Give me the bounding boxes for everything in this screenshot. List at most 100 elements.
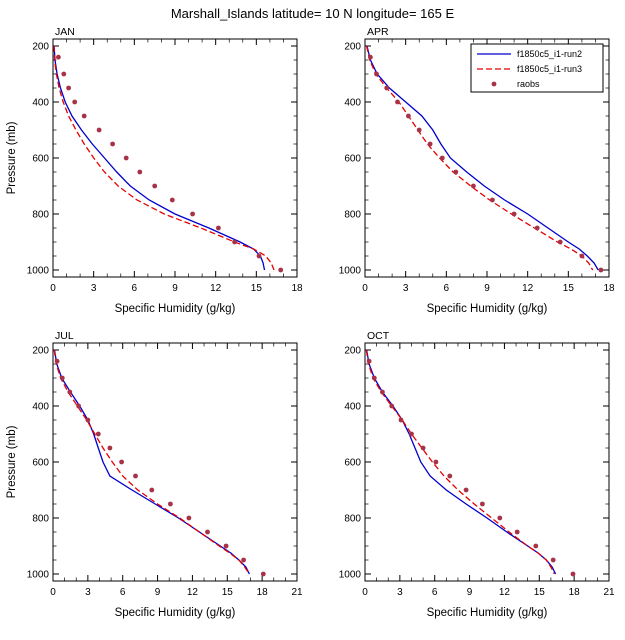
panel-label: JUL <box>55 330 74 342</box>
series-raobs-marker <box>398 417 404 423</box>
series-raobs-marker <box>66 85 71 91</box>
y-tick-label: 1000 <box>339 570 362 581</box>
series-raobs-marker <box>260 571 266 577</box>
series-raobs-marker <box>395 99 400 105</box>
series-run2-line <box>366 45 599 271</box>
x-tick-label: 18 <box>291 283 303 294</box>
series-raobs-marker <box>384 85 390 91</box>
series-raobs-marker <box>463 487 469 493</box>
y-tick-label: 800 <box>32 514 49 525</box>
y-tick-label: 600 <box>32 154 49 165</box>
y-tick-label: 800 <box>344 210 361 221</box>
series-raobs-marker <box>368 54 373 60</box>
y-tick-label: 1000 <box>27 570 50 581</box>
series-raobs-marker <box>56 54 61 60</box>
y-tick-label: 400 <box>344 402 361 413</box>
series-raobs-marker <box>427 141 433 147</box>
x-tick-label: 3 <box>91 283 97 294</box>
panel-apr-chart: 0 3 6 9 12 15 18 200 400 600 800 1000 APR Specific Hu… <box>339 26 615 315</box>
series-raobs-marker <box>497 515 503 521</box>
series-raobs-marker <box>374 71 379 77</box>
y-tick-label: 400 <box>344 98 361 109</box>
x-tick-label: 0 <box>50 587 56 598</box>
x-tick-label: 0 <box>362 587 368 598</box>
series-run3-line <box>365 349 555 575</box>
series-raobs-marker <box>61 71 67 77</box>
x-tick-label: 18 <box>257 587 269 598</box>
x-tick-label: 3 <box>85 587 91 598</box>
x-tick-label: 3 <box>403 283 409 294</box>
x-tick-label: 6 <box>444 283 450 294</box>
x-axis-title: Specific Humidity (g/kg) <box>427 303 548 315</box>
y-tick-label: 600 <box>344 458 361 469</box>
x-tick-label: 21 <box>603 587 615 598</box>
series-raobs-marker <box>511 211 517 217</box>
series-run3-line <box>53 45 275 271</box>
x-tick-label: 9 <box>484 283 490 294</box>
series-raobs-marker <box>550 557 556 563</box>
y-tick-label: 1000 <box>339 266 362 277</box>
series-raobs-marker <box>223 543 229 549</box>
series-raobs-marker <box>389 403 395 409</box>
series-run3-line <box>53 349 250 575</box>
x-tick-label: 0 <box>50 283 56 294</box>
panel-oct-chart: 0 3 6 9 12 15 18 21 200 400 600 800 1000 OCT Specific … <box>339 330 615 619</box>
x-tick-label: 15 <box>251 283 263 294</box>
x-tick-label: 9 <box>155 587 161 598</box>
panel-label: JAN <box>55 26 75 38</box>
y-tick-label: 600 <box>32 458 49 469</box>
x-tick-label: 9 <box>467 587 473 598</box>
series-raobs-marker <box>416 127 422 133</box>
series-raobs-marker <box>119 459 124 465</box>
series-raobs-marker <box>152 183 158 189</box>
x-axis-title: Specific Humidity (g/kg) <box>427 607 548 619</box>
series-raobs-marker <box>95 431 101 437</box>
y-tick-label: 200 <box>32 346 49 357</box>
series-raobs-marker <box>380 389 385 395</box>
y-tick-label: 800 <box>32 210 49 221</box>
series-raobs-marker <box>453 169 459 175</box>
series-raobs-marker <box>490 197 495 203</box>
x-tick-label: 0 <box>362 283 368 294</box>
panel-jan-chart: 0 3 6 9 12 15 18 200 400 600 800 1000 JAN Specific Hu… <box>6 26 303 315</box>
series-raobs-marker <box>439 155 445 161</box>
x-tick-label: 6 <box>132 283 138 294</box>
series-raobs-marker <box>579 253 585 259</box>
panel-label: OCT <box>367 330 390 342</box>
series-raobs-marker <box>480 501 485 507</box>
series-raobs-marker <box>123 155 129 161</box>
legend-entry-label: f1850c5_i1-run3 <box>517 64 582 74</box>
plot-frame <box>52 342 298 582</box>
series-raobs-marker <box>85 417 91 423</box>
series-raobs-marker <box>186 515 192 521</box>
y-tick-label: 600 <box>344 154 361 165</box>
series-raobs-marker <box>107 445 113 451</box>
plot-frame <box>364 342 610 582</box>
series-raobs-marker <box>570 571 576 577</box>
x-tick-label: 12 <box>187 587 199 598</box>
x-tick-label: 15 <box>222 587 234 598</box>
x-tick-label: 6 <box>432 587 438 598</box>
x-tick-label: 18 <box>603 283 615 294</box>
x-tick-label: 6 <box>120 587 126 598</box>
series-raobs-marker <box>534 225 540 231</box>
series-raobs-marker <box>366 358 372 364</box>
y-tick-label: 400 <box>32 402 49 413</box>
series-raobs-marker <box>96 127 102 133</box>
y-tick-label: 1000 <box>27 266 50 277</box>
series-raobs-marker <box>137 169 143 175</box>
y-axis-title: Pressure (mb) <box>6 121 18 194</box>
x-tick-label: 15 <box>534 587 546 598</box>
series-raobs-marker <box>278 267 284 273</box>
series-raobs-marker <box>168 501 173 507</box>
legend-marker-sample <box>491 81 497 87</box>
x-axis-title: Specific Humidity (g/kg) <box>115 607 236 619</box>
x-tick-label: 15 <box>563 283 575 294</box>
x-tick-label: 9 <box>172 283 178 294</box>
series-raobs-marker <box>133 473 138 479</box>
series-raobs-marker <box>514 529 520 535</box>
series-raobs-marker <box>67 389 73 395</box>
series-raobs-marker <box>447 473 453 479</box>
x-tick-label: 3 <box>397 587 403 598</box>
series-raobs-marker <box>54 358 60 364</box>
